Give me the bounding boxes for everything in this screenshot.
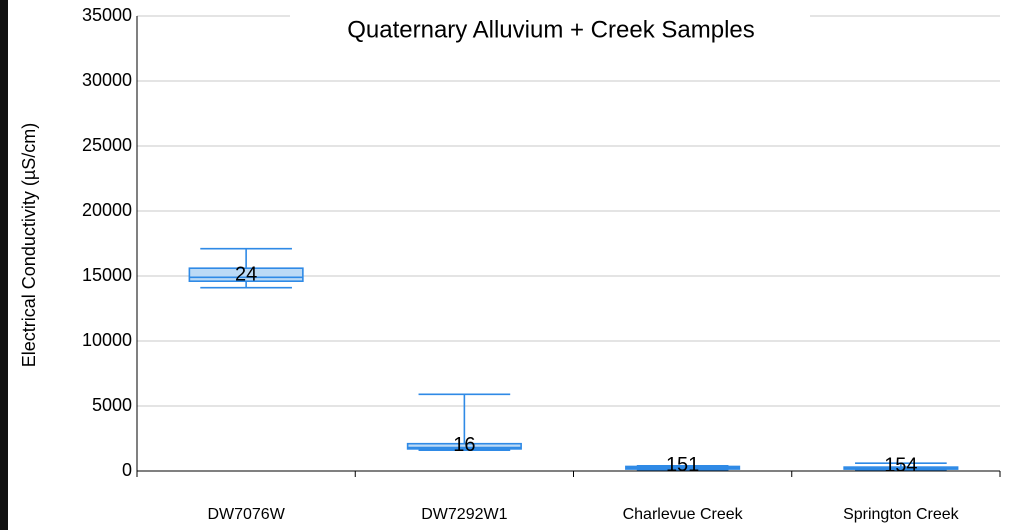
y-tick-label: 15000 xyxy=(82,265,132,285)
box xyxy=(406,442,522,450)
title-bg xyxy=(290,12,810,50)
left-edge xyxy=(0,0,8,530)
count-label: 154 xyxy=(884,455,917,477)
y-tick-label: 25000 xyxy=(82,135,132,155)
y-tick-label: 30000 xyxy=(82,70,132,90)
count-label: 16 xyxy=(453,434,475,456)
chart-title: Quaternary Alluvium + Creek Samples xyxy=(347,16,755,43)
x-tick-label: Springton Creek xyxy=(843,506,960,523)
y-tick-label: 5000 xyxy=(92,395,132,415)
count-label: 151 xyxy=(666,454,699,476)
count-label: 24 xyxy=(235,264,257,286)
x-tick-label: Charlevue Creek xyxy=(623,506,744,523)
y-tick-label: 10000 xyxy=(82,330,132,350)
y-tick-label: 35000 xyxy=(82,5,132,25)
y-tick-label: 0 xyxy=(122,460,132,480)
y-tick-label: 20000 xyxy=(82,200,132,220)
x-tick-label: DW7076W xyxy=(207,506,285,523)
y-axis-label: Electrical Conductivity (µS/cm) xyxy=(19,123,39,367)
x-tick-label: DW7292W1 xyxy=(421,506,507,523)
